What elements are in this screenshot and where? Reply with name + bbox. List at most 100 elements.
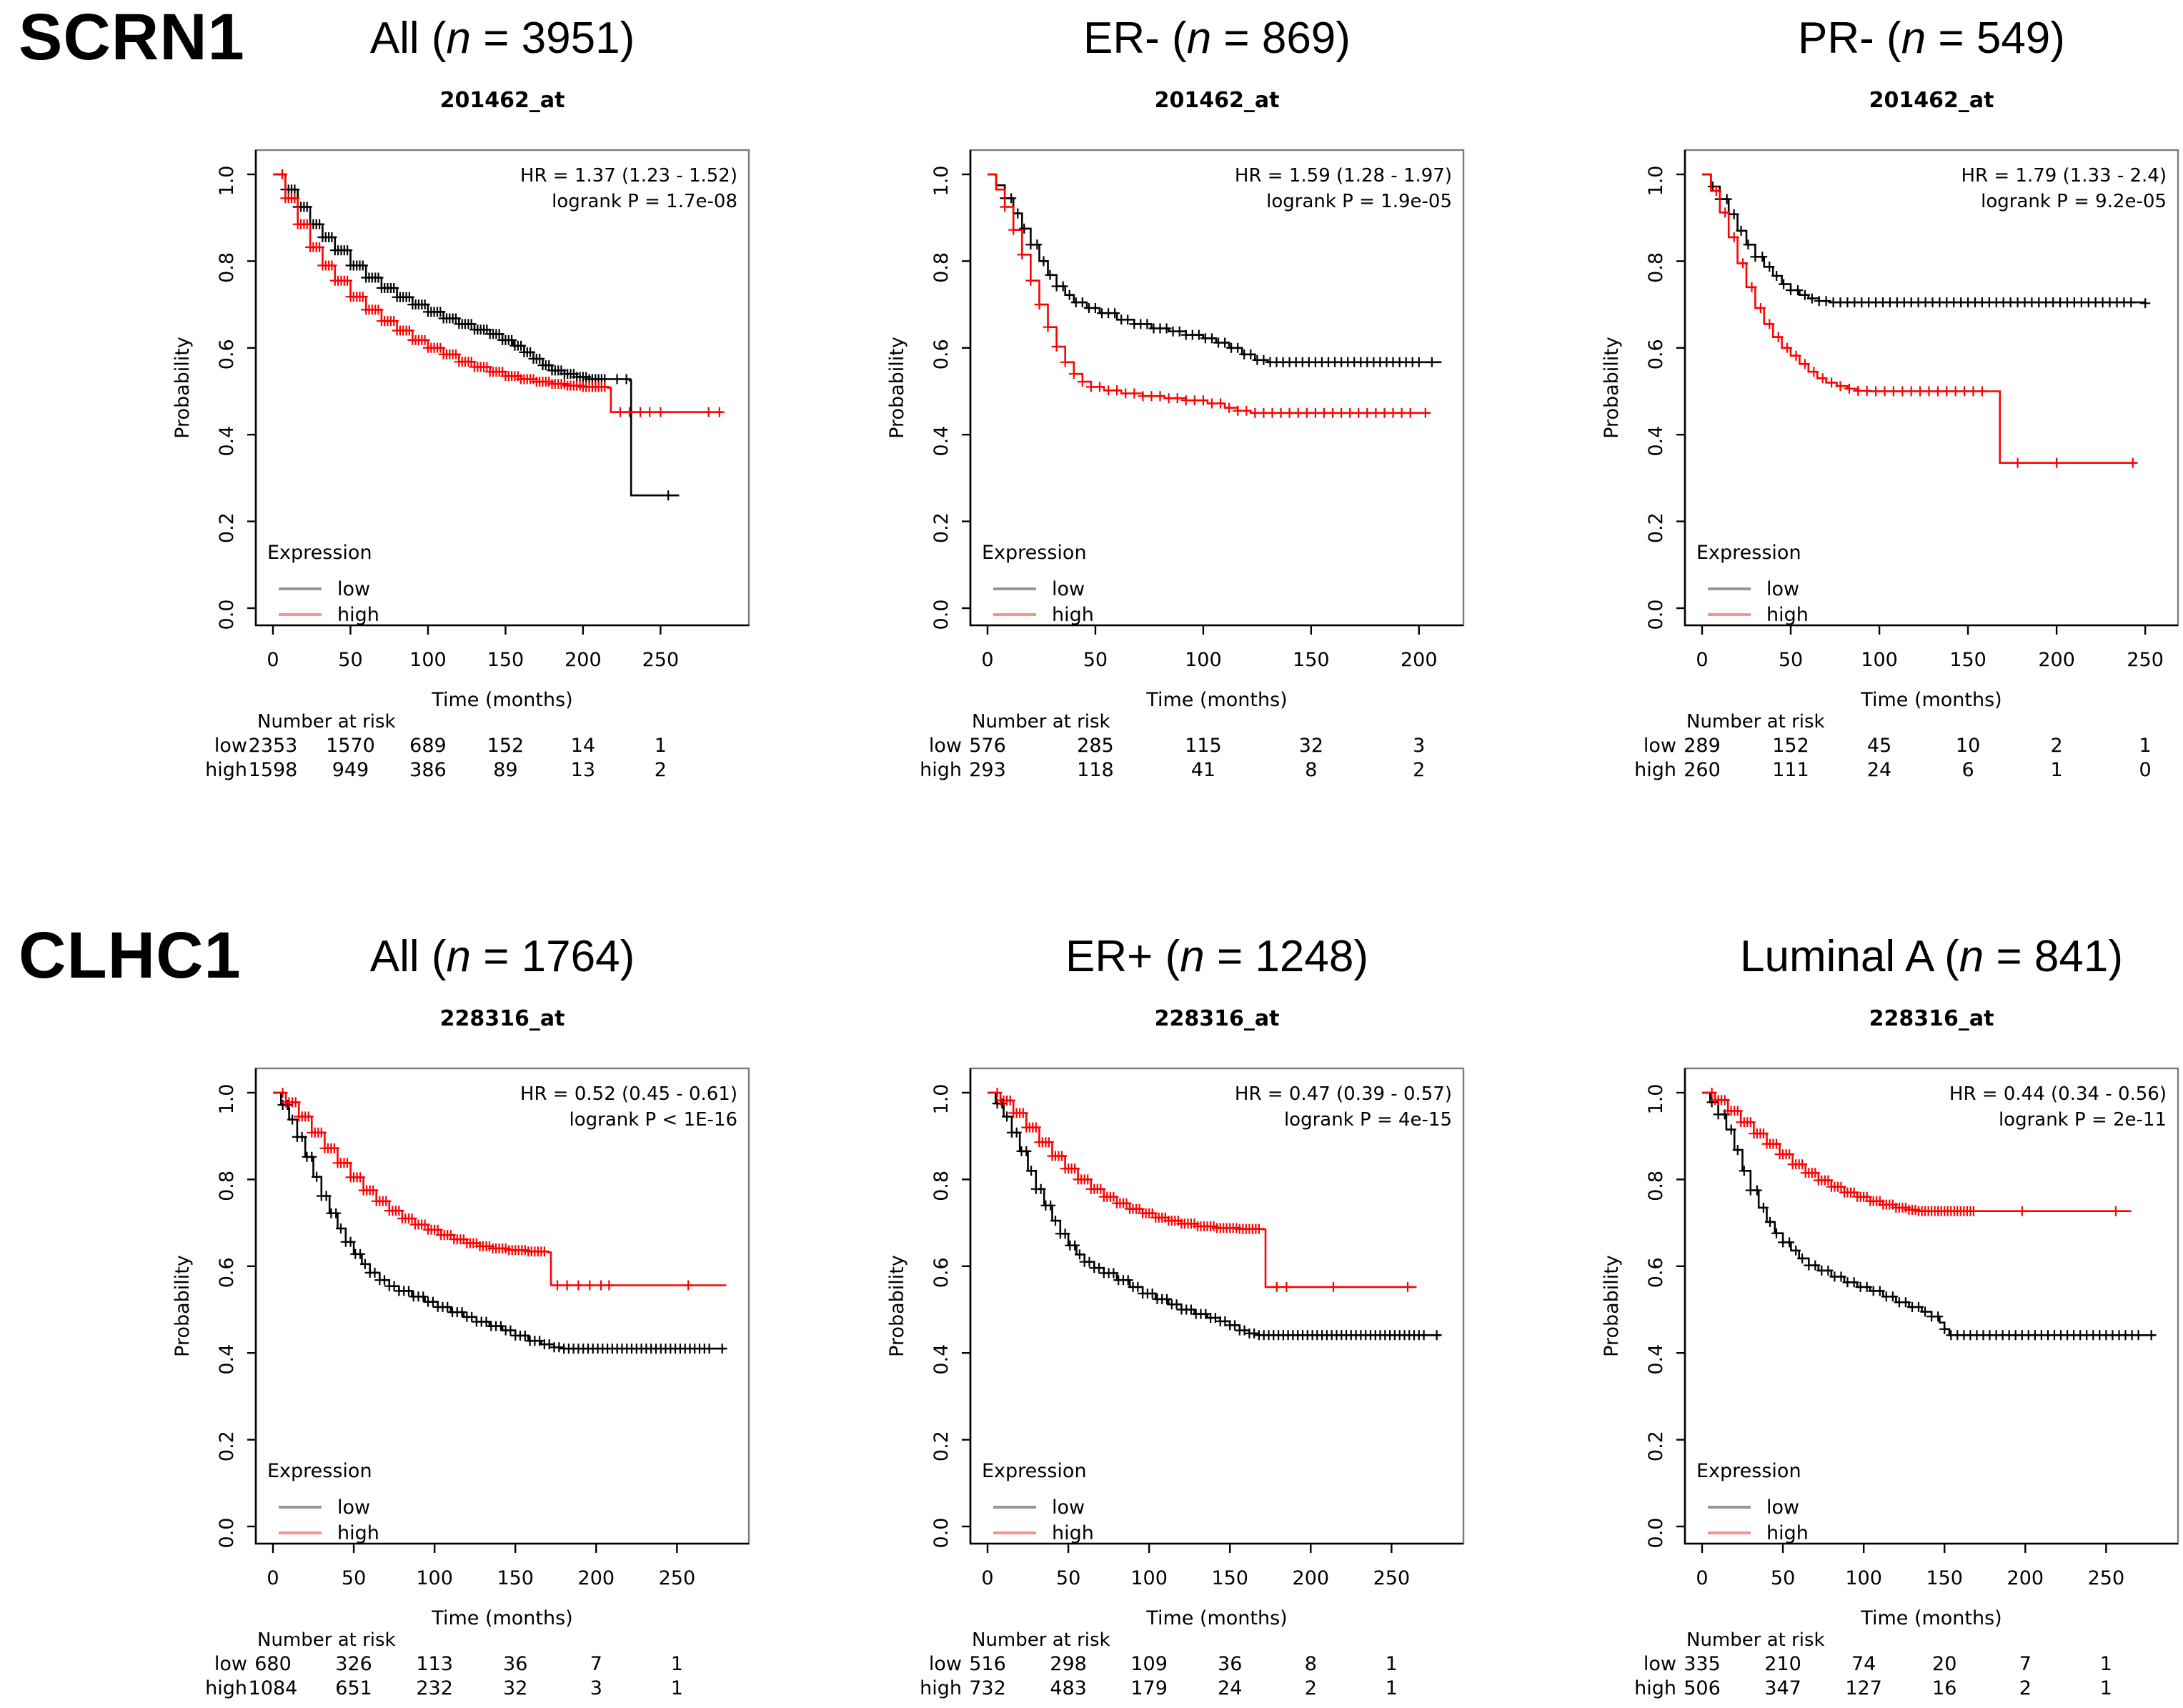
y-tick-label: 0.8	[216, 252, 238, 283]
censor-marks-low	[1000, 193, 1437, 367]
censor-marks-high	[277, 1088, 694, 1291]
risk-value: 2	[2019, 1677, 2032, 1699]
risk-value: 8	[1305, 759, 1317, 781]
x-tick-label: 100	[1185, 649, 1222, 671]
censor-marks-low	[1707, 182, 2151, 309]
risk-row-label-high: high	[205, 759, 247, 781]
x-tick-label: 200	[2007, 1567, 2044, 1589]
risk-row-label-high: high	[1634, 759, 1676, 781]
censor-marks-high	[277, 169, 725, 417]
panel-title: ER- (n = 869)	[1083, 14, 1351, 63]
x-tick-label: 100	[409, 649, 447, 671]
hr-annotation: HR = 0.52 (0.45 - 0.61)	[520, 1083, 737, 1105]
y-tick-label: 1.0	[216, 1084, 238, 1115]
probe-title: 201462_at	[440, 88, 565, 113]
risk-value: 1	[2100, 1677, 2112, 1699]
legend-title: Expression	[982, 1460, 1087, 1482]
x-tick-label: 100	[1845, 1567, 1882, 1589]
y-tick-label: 0.0	[930, 600, 953, 630]
km-plot-svg: ER- (n = 869) 201462_at 0.0 0.2 0.4 0.6 0.8 1.0…	[886, 14, 1465, 781]
risk-value: 36	[1218, 1653, 1242, 1675]
risk-value: 386	[409, 759, 447, 781]
x-tick-label: 50	[1771, 1567, 1795, 1589]
logrank-annotation: logrank P = 9.2e-05	[1981, 191, 2167, 212]
x-tick-label: 250	[2127, 649, 2164, 671]
risk-value: 1084	[249, 1677, 298, 1699]
y-tick-label: 0.8	[1645, 252, 1667, 283]
risk-value: 115	[1185, 735, 1222, 757]
gene-label: CLHC1	[19, 919, 242, 992]
x-tick-label: 0	[1696, 1567, 1708, 1589]
risk-value: 232	[416, 1677, 453, 1699]
x-tick-label: 200	[2038, 649, 2075, 671]
y-tick-label: 0.0	[216, 1518, 238, 1549]
risk-value: 732	[969, 1677, 1006, 1699]
axis-lines	[254, 1068, 749, 1545]
hr-annotation: HR = 0.44 (0.34 - 0.56)	[1949, 1083, 2167, 1105]
y-tick-label: 0.0	[1645, 600, 1667, 630]
hr-annotation: HR = 1.79 (1.33 - 2.4)	[1961, 165, 2167, 187]
legend-label-low: low	[1766, 578, 1799, 600]
x-tick-label: 150	[1293, 649, 1330, 671]
x-axis-title: Time (months)	[431, 689, 572, 711]
panel-title: PR- (n = 549)	[1798, 14, 2065, 63]
risk-value: 7	[2019, 1653, 2032, 1675]
risk-value: 335	[1684, 1653, 1721, 1675]
y-tick-label: 0.2	[930, 1431, 953, 1461]
risk-value: 36	[503, 1653, 527, 1675]
x-tick-label: 100	[1861, 649, 1898, 671]
y-tick-label: 0.6	[216, 1257, 238, 1288]
legend-label-high: high	[337, 604, 379, 626]
logrank-annotation: logrank P = 4e-15	[1284, 1109, 1452, 1131]
legend-label-low: low	[337, 578, 370, 600]
axis-lines	[1684, 150, 2178, 627]
risk-value: 152	[487, 735, 524, 757]
x-tick-label: 150	[487, 649, 524, 671]
risk-value: 260	[1684, 759, 1721, 781]
y-tick-label: 0.8	[930, 1171, 953, 1201]
legend-title: Expression	[1696, 1460, 1801, 1482]
risk-row-label-high: high	[920, 759, 962, 781]
y-tick-label: 0.4	[1645, 426, 1667, 457]
censor-marks-low	[277, 1100, 727, 1354]
risk-value: 24	[1867, 759, 1891, 781]
y-tick-label: 1.0	[1645, 166, 1667, 197]
risk-value: 10	[1956, 735, 1980, 757]
risk-value: 20	[1932, 1653, 1956, 1675]
x-tick-label: 150	[497, 1567, 534, 1589]
y-tick-label: 0.6	[1645, 339, 1667, 369]
x-axis-title: Time (months)	[1860, 1607, 2002, 1629]
risk-value: 347	[1764, 1677, 1801, 1699]
risk-value: 6	[1961, 759, 1974, 781]
risk-value: 3	[1413, 735, 1425, 757]
panel-title: Luminal A (n = 841)	[1740, 932, 2123, 981]
panel-title: ER+ (n = 1248)	[1065, 932, 1368, 981]
risk-value: 118	[1077, 759, 1114, 781]
axis-lines	[1684, 1068, 2178, 1545]
legend-title: Expression	[982, 542, 1087, 564]
legend-label-low: low	[1052, 578, 1085, 600]
y-tick-label: 0.0	[930, 1518, 953, 1549]
y-tick-label: 0.4	[216, 1344, 238, 1375]
risk-table-header: Number at risk	[257, 711, 396, 733]
risk-table-header: Number at risk	[972, 1629, 1110, 1651]
risk-value: 680	[254, 1653, 292, 1675]
y-axis-title: Probability	[171, 1255, 194, 1357]
km-plot-svg: PR- (n = 549) 201462_at 0.0 0.2 0.4 0.6 0.8 1.0…	[1601, 14, 2179, 781]
risk-value: 1570	[326, 735, 375, 757]
gene-label: SCRN1	[19, 1, 245, 74]
risk-value: 113	[416, 1653, 453, 1675]
y-tick-label: 0.6	[1645, 1257, 1667, 1288]
legend-label-low: low	[337, 1496, 370, 1519]
km-plot-svg: All (n = 1764) 228316_at 0.0 0.2 0.4 0.6 0.8 1.…	[171, 932, 750, 1699]
x-tick-label: 150	[1926, 1567, 1963, 1589]
risk-value: 32	[503, 1677, 527, 1699]
km-curve-low	[273, 1091, 727, 1350]
x-tick-label: 50	[338, 649, 362, 671]
risk-value: 1	[671, 1677, 683, 1699]
km-panel: All (n = 3951) 201462_at 0.0 0.2 0.4 0.6 0.8 1.…	[41, 0, 756, 790]
panel-title: All (n = 3951)	[370, 14, 635, 63]
risk-value: 13	[571, 759, 595, 781]
x-axis-title: Time (months)	[1145, 689, 1287, 711]
